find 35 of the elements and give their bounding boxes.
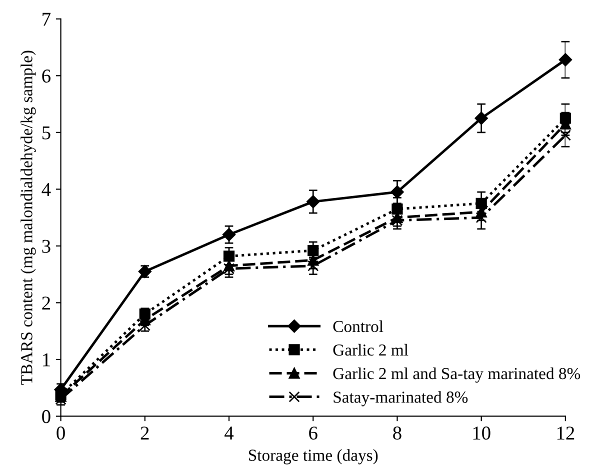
point xyxy=(560,130,571,141)
y-tick-label: 1 xyxy=(43,353,50,366)
x-tick-label: 12 xyxy=(557,426,574,440)
y-tick-label: 4 xyxy=(42,183,51,196)
x-axis-title: Storage time (days) xyxy=(248,449,378,464)
y-tick-label: 2 xyxy=(42,296,50,310)
legend-label: Control xyxy=(333,320,384,332)
y-tick-label: 6 xyxy=(42,70,50,83)
point xyxy=(474,112,488,125)
point xyxy=(390,185,404,199)
point xyxy=(392,204,403,215)
point xyxy=(223,263,235,274)
y-axis-title: TBARS content (mg malondialdehyde/kg sample) xyxy=(20,50,36,385)
legend-label: Satay-marinated 8% xyxy=(334,391,468,406)
point xyxy=(558,53,572,66)
y-tick-label: 3 xyxy=(42,240,50,253)
y-tick-label: 5 xyxy=(42,126,50,140)
y-tick-label: 0 xyxy=(42,410,50,424)
point xyxy=(476,198,487,209)
point xyxy=(223,250,235,262)
x-tick-label: 4 xyxy=(224,426,234,440)
point xyxy=(308,244,319,256)
x-tick-label: 0 xyxy=(56,426,65,440)
point xyxy=(308,260,319,272)
x-tick-label: 6 xyxy=(309,426,318,440)
x-tick-label: 2 xyxy=(140,426,149,440)
x-tick-label: 10 xyxy=(473,426,490,440)
legend-label: Garlic 2 ml xyxy=(333,344,408,356)
y-tick-label: 7 xyxy=(42,12,51,26)
point xyxy=(392,214,403,226)
x-tick-label: 8 xyxy=(393,426,402,440)
point xyxy=(306,195,320,208)
point xyxy=(222,228,236,242)
point xyxy=(476,212,487,224)
legend-label: Garlic 2 ml and Sa-tay marinated 8% xyxy=(333,367,580,383)
